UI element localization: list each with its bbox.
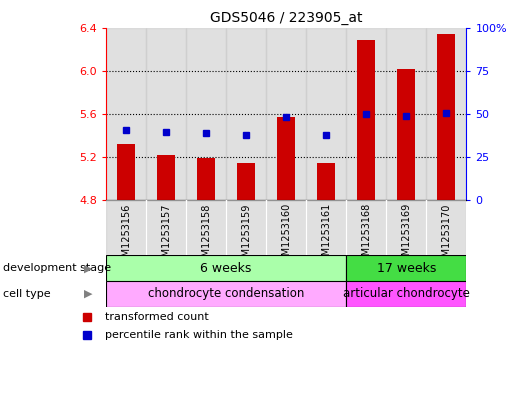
Text: GSM1253156: GSM1253156 bbox=[121, 203, 131, 268]
Bar bbox=[317, 163, 335, 200]
Bar bbox=[197, 158, 215, 200]
Bar bbox=[146, 200, 186, 255]
Text: GSM1253157: GSM1253157 bbox=[161, 203, 171, 269]
Text: GSM1253160: GSM1253160 bbox=[281, 203, 291, 268]
Bar bbox=[106, 200, 146, 255]
Bar bbox=[106, 28, 146, 200]
Bar bbox=[346, 200, 386, 255]
Bar bbox=[186, 28, 226, 200]
Text: 6 weeks: 6 weeks bbox=[200, 262, 252, 275]
Bar bbox=[266, 28, 306, 200]
Bar bbox=[426, 28, 466, 200]
Text: percentile rank within the sample: percentile rank within the sample bbox=[104, 330, 293, 340]
Bar bbox=[306, 28, 346, 200]
Title: GDS5046 / 223905_at: GDS5046 / 223905_at bbox=[210, 11, 363, 25]
Text: GSM1253169: GSM1253169 bbox=[401, 203, 411, 268]
Bar bbox=[266, 200, 306, 255]
Bar bbox=[106, 255, 346, 281]
Bar bbox=[357, 40, 375, 200]
Text: ▶: ▶ bbox=[84, 289, 93, 299]
Text: development stage: development stage bbox=[3, 263, 111, 273]
Bar bbox=[426, 200, 466, 255]
Bar bbox=[346, 255, 466, 281]
Bar bbox=[157, 155, 175, 200]
Bar bbox=[117, 144, 135, 200]
Text: 17 weeks: 17 weeks bbox=[377, 262, 436, 275]
Bar bbox=[237, 163, 255, 200]
Text: GSM1253168: GSM1253168 bbox=[361, 203, 372, 268]
Bar bbox=[437, 34, 455, 200]
Bar bbox=[226, 28, 266, 200]
Text: ▶: ▶ bbox=[84, 263, 93, 273]
Text: GSM1253159: GSM1253159 bbox=[241, 203, 251, 268]
Bar bbox=[346, 281, 466, 307]
Text: GSM1253161: GSM1253161 bbox=[321, 203, 331, 268]
Text: transformed count: transformed count bbox=[104, 312, 208, 322]
Text: articular chondrocyte: articular chondrocyte bbox=[343, 287, 470, 300]
Text: cell type: cell type bbox=[3, 289, 50, 299]
Text: chondrocyte condensation: chondrocyte condensation bbox=[148, 287, 304, 300]
Bar bbox=[346, 28, 386, 200]
Bar bbox=[398, 68, 416, 200]
Text: GSM1253170: GSM1253170 bbox=[441, 203, 452, 268]
Text: GSM1253158: GSM1253158 bbox=[201, 203, 211, 268]
Bar bbox=[226, 200, 266, 255]
Bar bbox=[306, 200, 346, 255]
Bar bbox=[386, 28, 426, 200]
Bar bbox=[386, 200, 426, 255]
Bar bbox=[146, 28, 186, 200]
Bar bbox=[186, 200, 226, 255]
Bar bbox=[277, 117, 295, 200]
Bar bbox=[106, 281, 346, 307]
